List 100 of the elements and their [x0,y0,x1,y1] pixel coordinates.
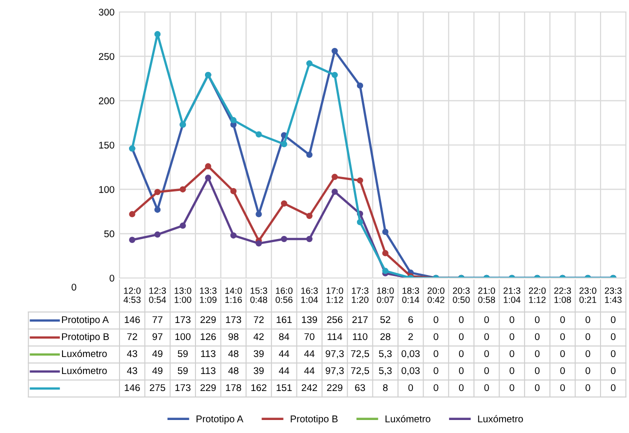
point [382,228,388,236]
data-label: 0 [610,384,616,392]
point [382,268,388,274]
data-label: 44 [278,367,290,374]
x-tick-label: 16:3 1:04 [301,287,318,303]
text: Prototipo B [290,415,338,424]
data-label: 0 [610,367,616,374]
legend-label: Prototipo A [62,316,109,326]
data-label: 217 [352,316,368,324]
point [204,163,212,170]
data-label: 173 [175,384,190,392]
point [230,232,237,239]
data-label: 113 [201,367,216,374]
point [306,152,313,158]
data-label: 0 [560,384,565,392]
text: 97,3 [326,350,344,358]
text: 44 [278,350,290,358]
point [332,72,338,78]
x-tick-label: 21:3 1:04 [504,287,520,303]
data-label: 146 [124,384,140,392]
data-label: 0 [510,316,514,324]
data-label: 151 [276,384,292,392]
data-label: 242 [302,384,318,392]
data-label: 84 [279,333,290,340]
point [230,188,237,194]
x-tick-label: 14:0 1:16 [225,287,242,303]
data-label: 0 [534,367,540,374]
point [154,231,161,238]
text: 72,5 [351,350,370,358]
x-tick-label: 23:3 1:43 [604,287,622,303]
text: 0 [534,350,540,358]
data-label: 114 [328,333,342,340]
x-tick-label: 22:3 1:08 [554,287,571,303]
x-tick-label: 16:0 0:56 [276,287,293,303]
data-label: 0 [434,384,438,392]
data-label: 77 [152,316,162,324]
text: 0 [610,350,616,358]
data-label: 72 [127,333,138,340]
text: 44 [304,350,315,358]
point [129,211,136,218]
data-label: 100 [175,333,191,340]
text: 0,03 [402,350,420,358]
text: Prototipo A [196,415,244,424]
y-tick-label: 150 [99,142,114,149]
data-label: 110 [353,333,368,340]
point [230,117,237,124]
point [280,200,288,207]
point [154,188,161,196]
data-label: 0 [484,384,489,392]
data-label: 256 [327,316,342,324]
y-tick-label: 300 [98,8,114,16]
data-label: 178 [226,384,242,392]
data-label: 162 [251,384,266,392]
point [180,186,186,192]
text: Luxómetro [386,415,430,422]
data-label: 0,03 [402,367,420,376]
text: Luxómetro [478,415,523,422]
x-tick-label: 15:3 0:48 [250,287,268,303]
text: 0 [484,333,489,340]
point [356,219,364,226]
data-label: 229 [327,384,342,392]
data-label: 0 [458,384,464,392]
data-label: 0 [586,384,590,392]
data-label: 0 [534,316,540,324]
data-label: 0 [458,333,464,340]
data-label: 173 [226,316,242,324]
point [256,240,262,247]
data-label: 44 [304,367,315,374]
data-label: 72 [254,316,264,324]
data-label: 0 [510,367,514,374]
text: 48 [228,350,238,358]
legend-label: Luxómetro [62,366,107,374]
data-label: 8 [383,384,388,392]
x-tick-label: 13:0 1:00 [174,287,192,303]
text: 0 [610,333,616,340]
data-label: 28 [380,333,390,340]
x-tick-label: 22:0 1:12 [528,287,546,303]
data-label: 63 [355,384,366,392]
point [280,140,288,148]
data-label: 0 [458,316,464,324]
data-label: 0 [586,316,590,324]
data-label: 72,5 [351,367,370,376]
point [356,82,364,89]
data-label: 0 [560,316,565,324]
text: 49 [152,350,162,358]
x-tick-label: 17:3 1:20 [352,287,368,303]
point [129,236,136,243]
point [154,31,161,38]
x-tick-label: 17:0 1:12 [326,287,344,303]
data-label: 161 [276,316,292,324]
data-label: 0 [434,367,438,374]
data-label: 0 [484,367,489,374]
data-label: 0 [434,333,438,340]
text: 0 [560,350,565,358]
point [256,211,262,218]
data-label: 0 [534,384,540,392]
point [180,222,186,229]
text: 0 [458,350,464,358]
data-label: 6 [408,316,413,324]
text: 39 [254,350,264,358]
